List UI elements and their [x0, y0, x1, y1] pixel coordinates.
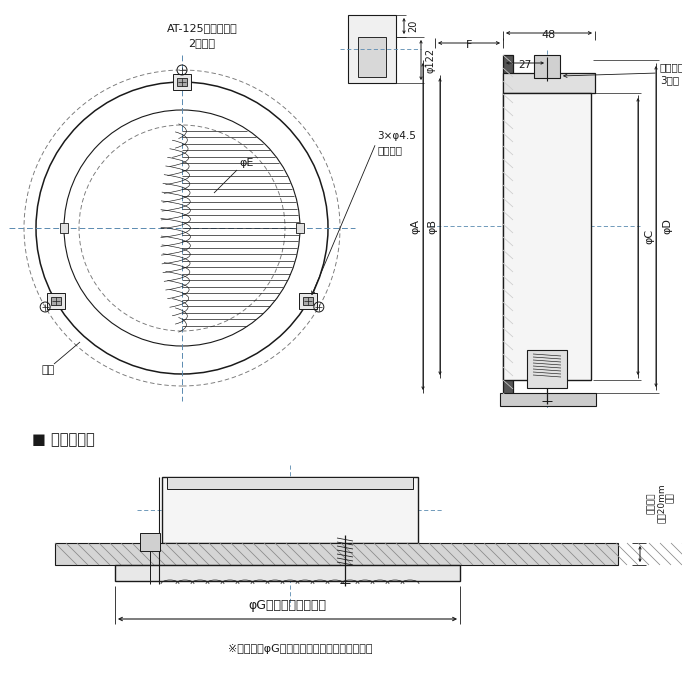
Text: 3か所: 3か所	[660, 75, 679, 85]
Text: φA: φA	[410, 219, 420, 234]
Bar	[115, 565, 460, 581]
Bar	[296, 223, 304, 233]
Bar	[177, 78, 187, 86]
Text: ■ 据付詳細図: ■ 据付詳細図	[32, 433, 95, 447]
Text: φD: φD	[662, 218, 672, 234]
Bar	[167, 477, 413, 489]
Bar	[162, 477, 418, 543]
Text: 27: 27	[518, 60, 532, 70]
Text: 据付可能: 据付可能	[647, 492, 655, 514]
Bar	[527, 350, 567, 388]
Bar	[60, 223, 68, 233]
Text: φB: φB	[427, 219, 437, 234]
Bar	[500, 393, 596, 406]
Text: φ122: φ122	[426, 47, 436, 72]
Text: φG（天井据付用穴）: φG（天井据付用穴）	[248, 600, 326, 613]
Text: φE: φE	[240, 158, 254, 168]
Bar	[348, 15, 396, 83]
Bar	[140, 533, 160, 551]
Text: φC: φC	[644, 228, 654, 244]
Text: 以下: 以下	[666, 493, 674, 504]
Bar	[503, 73, 595, 93]
Bar	[503, 93, 591, 380]
Text: F: F	[466, 40, 472, 50]
Bar	[358, 37, 386, 77]
Text: ネジ: ネジ	[42, 365, 55, 375]
Bar	[534, 55, 560, 78]
Text: AT-125タイプのみ: AT-125タイプのみ	[166, 23, 237, 33]
Text: 板厔20mm: 板厔20mm	[657, 483, 666, 523]
Bar	[299, 293, 317, 309]
Text: 48: 48	[542, 30, 556, 40]
Text: ※据付にはφG寸法を必ず確保してください。: ※据付にはφG寸法を必ず確保してください。	[228, 644, 372, 654]
Bar	[55, 543, 618, 565]
Bar	[303, 297, 314, 305]
Text: 据付用穴: 据付用穴	[377, 145, 402, 155]
Bar	[173, 74, 191, 90]
Bar	[503, 55, 513, 398]
Bar	[50, 297, 61, 305]
Bar	[46, 293, 65, 309]
Text: 3×φ4.5: 3×φ4.5	[377, 131, 416, 141]
Text: 20: 20	[408, 20, 418, 32]
Text: 2管路用: 2管路用	[188, 38, 216, 48]
Text: 固定金具: 固定金具	[660, 62, 682, 72]
